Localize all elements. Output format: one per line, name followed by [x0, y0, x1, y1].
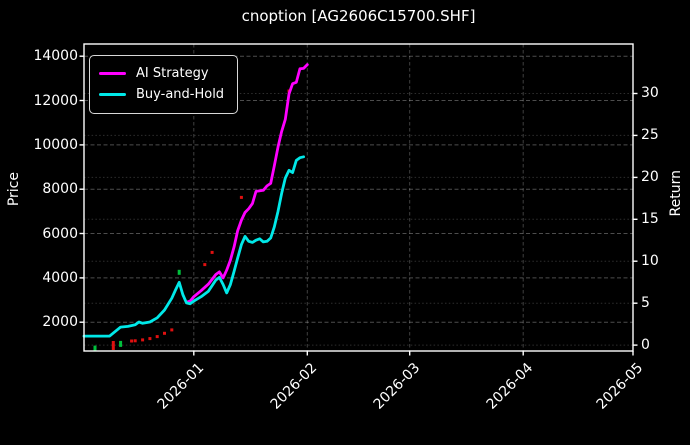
- chart-figure: cnoption [AG2606C15700.SHF] Price Return…: [6, 7, 684, 413]
- y-tick-label-return: 30: [641, 85, 659, 102]
- series-line-ai-strategy: [185, 63, 309, 304]
- signal-marker: [170, 328, 174, 332]
- y-tick-label-price: 12000: [33, 92, 78, 109]
- y-tick-label-return: 15: [641, 211, 659, 228]
- signal-marker: [163, 331, 166, 335]
- legend-item-buy-and-hold: Buy-and-Hold: [99, 84, 224, 105]
- signal-marker: [210, 250, 214, 254]
- y-tick-label-price: 6000: [42, 225, 78, 242]
- plot-area: [79, 43, 638, 356]
- y-tick-label-return: 20: [641, 169, 659, 186]
- legend-swatch-buy-and-hold: [99, 92, 126, 97]
- legend: AI Strategy Buy-and-Hold: [89, 55, 239, 114]
- plot-border: [83, 43, 634, 352]
- y-tick-label-price: 4000: [42, 269, 78, 286]
- signal-marker: [239, 195, 243, 199]
- signal-marker: [130, 339, 134, 343]
- legend-label-buy-and-hold: Buy-and-Hold: [136, 87, 225, 102]
- signal-marker: [177, 269, 181, 275]
- legend-swatch-ai-strategy: [99, 71, 126, 76]
- signal-marker: [141, 338, 145, 342]
- y-tick-label-return: 25: [641, 127, 659, 144]
- y-tick-label-price: 10000: [33, 136, 78, 153]
- signal-marker: [119, 340, 123, 347]
- signal-marker: [148, 337, 152, 341]
- signal-marker: [203, 263, 207, 267]
- y-tick-label-price: 8000: [42, 181, 78, 198]
- y-tick-label-return: 0: [641, 337, 650, 354]
- legend-label-ai-strategy: AI Strategy: [136, 66, 209, 81]
- legend-item-ai-strategy: AI Strategy: [99, 63, 224, 84]
- signal-marker: [111, 341, 115, 350]
- signal-marker: [155, 335, 159, 339]
- signal-marker: [93, 345, 97, 351]
- chart-title: cnoption [AG2606C15700.SHF]: [241, 7, 476, 25]
- series-line-buy-and-hold: [82, 155, 306, 338]
- y-tick-label-return: 10: [641, 253, 659, 270]
- signal-marker: [133, 339, 137, 343]
- y-tick-label-return: 5: [641, 295, 650, 312]
- y-tick-label-price: 2000: [42, 314, 78, 331]
- y-tick-label-price: 14000: [33, 48, 78, 65]
